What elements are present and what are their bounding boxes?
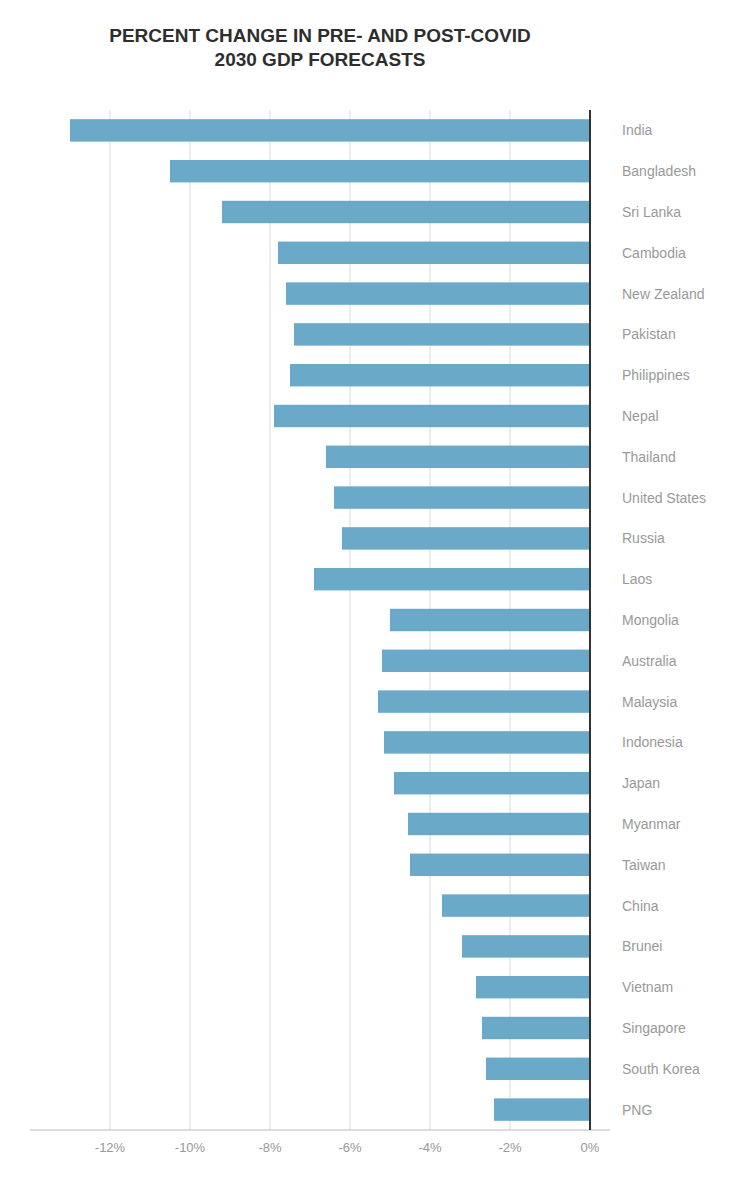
category-label: Japan	[622, 775, 660, 791]
x-tick-label: -6%	[338, 1140, 362, 1155]
chart-title: PERCENT CHANGE IN PRE- AND POST-COVID 203…	[109, 25, 531, 70]
x-tick-label: -12%	[95, 1140, 126, 1155]
bars	[70, 119, 590, 1121]
bar	[278, 242, 590, 264]
bar	[274, 405, 590, 427]
category-label: Vietnam	[622, 979, 673, 995]
bar	[410, 854, 590, 876]
bar	[170, 160, 590, 182]
category-label: Singapore	[622, 1020, 686, 1036]
bar	[486, 1058, 590, 1080]
category-label: Pakistan	[622, 326, 676, 342]
bar	[384, 731, 590, 753]
bar	[378, 690, 590, 712]
bar	[334, 486, 590, 508]
grid-line	[590, 110, 591, 1130]
title-line: PERCENT CHANGE IN PRE- AND POST-COVID	[109, 25, 531, 46]
category-label: United States	[622, 490, 706, 506]
grid-line	[270, 110, 271, 1130]
category-label: Australia	[622, 653, 677, 669]
bar	[394, 772, 590, 794]
category-label: Thailand	[622, 449, 676, 465]
x-tick-label: -10%	[175, 1140, 206, 1155]
bar	[476, 976, 590, 998]
bar	[342, 527, 590, 549]
x-tick-label: -4%	[418, 1140, 442, 1155]
category-label: India	[622, 122, 653, 138]
category-label: New Zealand	[622, 286, 705, 302]
category-label: Indonesia	[622, 734, 683, 750]
category-label: Cambodia	[622, 245, 686, 261]
category-label: PNG	[622, 1102, 652, 1118]
bar	[390, 609, 590, 631]
bar	[294, 323, 590, 345]
category-label: Sri Lanka	[622, 204, 681, 220]
chart-container: PERCENT CHANGE IN PRE- AND POST-COVID 203…	[0, 0, 754, 1200]
category-label: Brunei	[622, 938, 662, 954]
category-label: Myanmar	[622, 816, 681, 832]
x-tick-label: 0%	[581, 1140, 600, 1155]
bar	[408, 813, 590, 835]
bar	[482, 1017, 590, 1039]
category-label: Laos	[622, 571, 652, 587]
category-label: South Korea	[622, 1061, 700, 1077]
bar	[222, 201, 590, 223]
bar	[326, 446, 590, 468]
chart-svg: PERCENT CHANGE IN PRE- AND POST-COVID 203…	[0, 0, 754, 1200]
bar	[382, 650, 590, 672]
category-label: Nepal	[622, 408, 659, 424]
bar	[494, 1098, 590, 1120]
grid-line	[110, 110, 111, 1130]
bar	[442, 894, 590, 916]
category-label: Russia	[622, 530, 665, 546]
bar	[70, 119, 590, 141]
title-line: 2030 GDP FORECASTS	[215, 49, 426, 70]
bar	[290, 364, 590, 386]
x-tick-label: -2%	[498, 1140, 522, 1155]
bar	[462, 935, 590, 957]
bar	[286, 282, 590, 304]
category-label: Taiwan	[622, 857, 666, 873]
grid-line	[190, 110, 191, 1130]
x-axis-line	[30, 1130, 610, 1131]
x-tick-label: -8%	[258, 1140, 282, 1155]
category-label: Mongolia	[622, 612, 679, 628]
grid	[110, 110, 590, 1130]
category-label: Bangladesh	[622, 163, 696, 179]
category-label: China	[622, 898, 659, 914]
category-label: Malaysia	[622, 694, 677, 710]
zero-line	[589, 110, 591, 1130]
bar	[314, 568, 590, 590]
category-label: Philippines	[622, 367, 690, 383]
